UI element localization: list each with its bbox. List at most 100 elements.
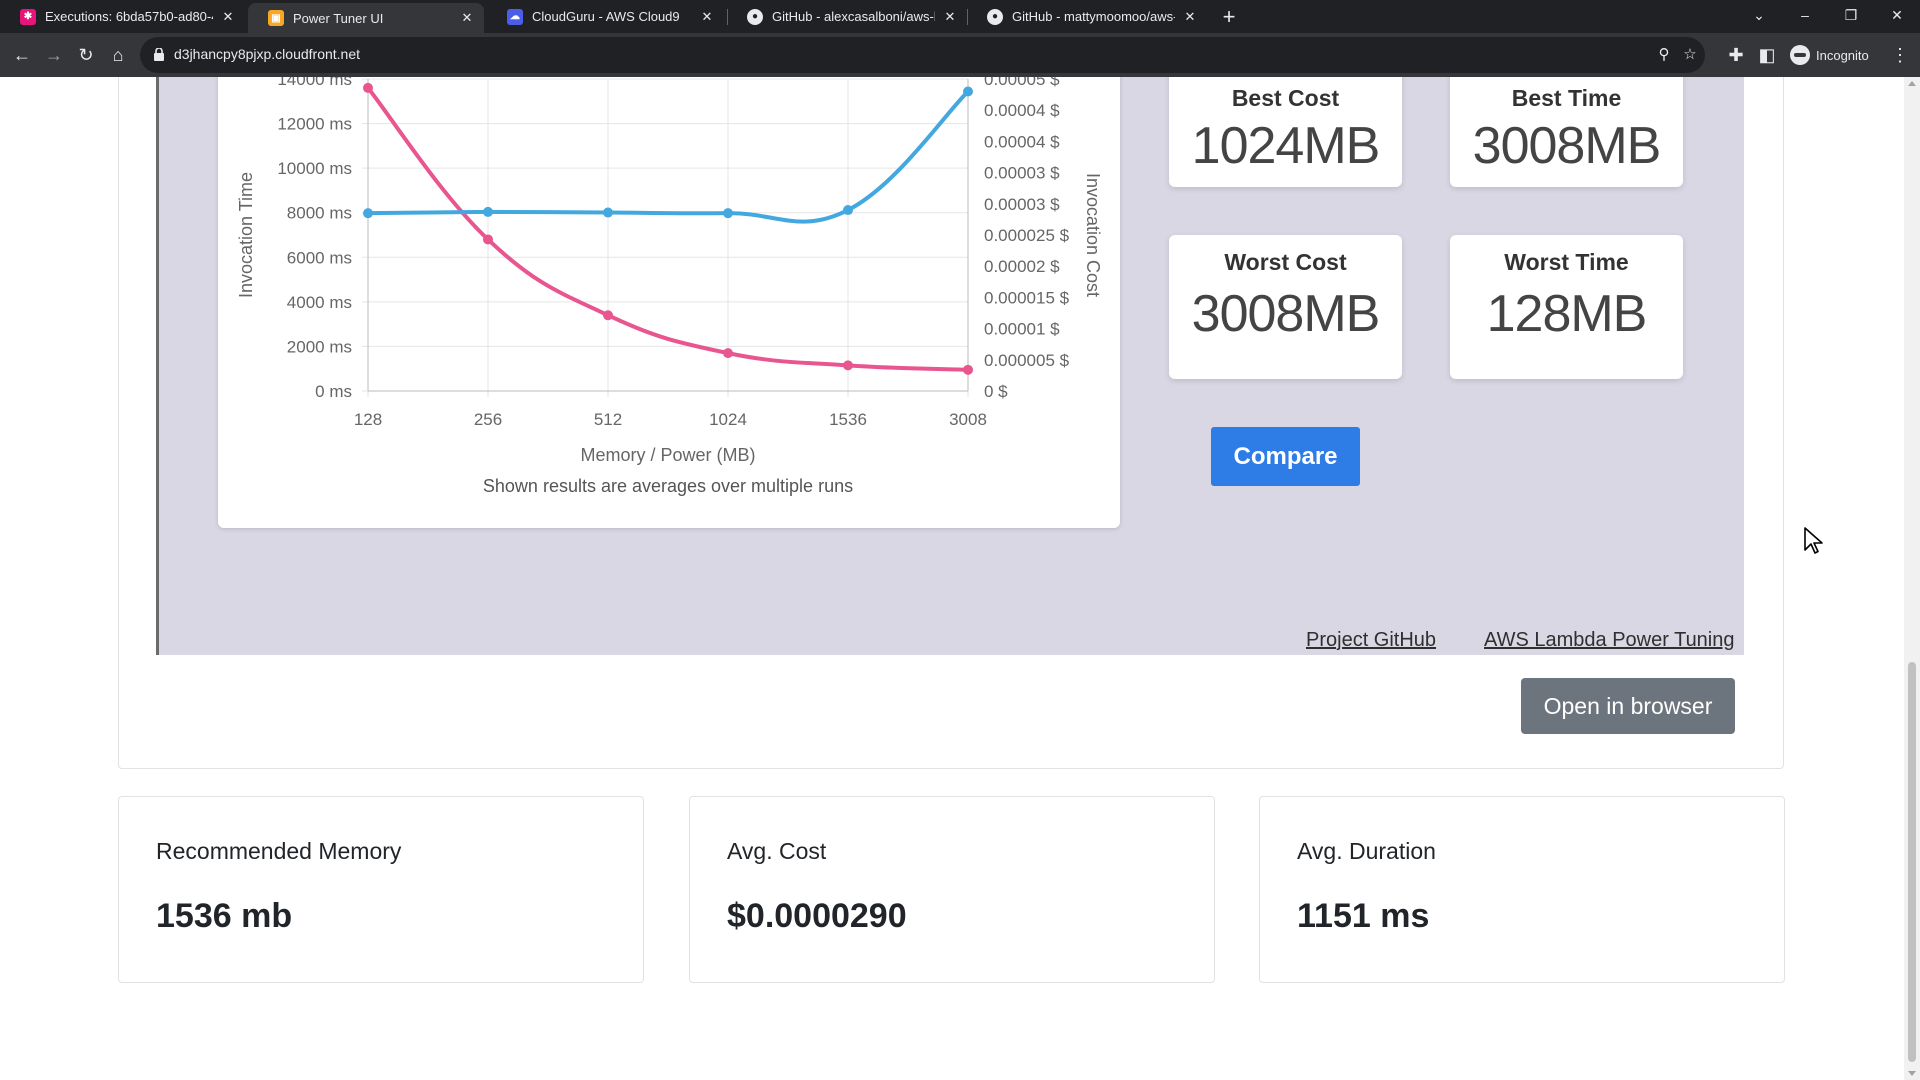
page-scrollbar[interactable] [1904, 77, 1920, 1080]
close-icon[interactable]: ✕ [461, 10, 473, 25]
window-close-icon[interactable]: ✕ [1891, 7, 1903, 23]
close-icon[interactable]: ✕ [222, 8, 234, 24]
avg-duration-label: Avg. Duration [1297, 838, 1436, 864]
url-text: d3jhancpy8pjxp.cloudfront.net [174, 46, 361, 62]
tab-cloud9[interactable]: ☁ CloudGuru - AWS Cloud9 ✕ [487, 0, 724, 33]
series-point-0 [963, 364, 973, 375]
browser-menu-icon[interactable]: ⋮ [1891, 45, 1909, 65]
zoom-icon[interactable]: ⚲ [1658, 46, 1670, 63]
extensions-icon[interactable]: ✚ [1728, 45, 1744, 65]
side-panel-icon[interactable]: ◧ [1758, 45, 1776, 65]
close-icon[interactable]: ✕ [944, 8, 956, 24]
reload-icon[interactable]: ↻ [78, 45, 94, 65]
tab-power-tuner[interactable]: ▣ Power Tuner UI ✕ [248, 3, 484, 33]
open-in-browser-button[interactable]: Open in browser [1521, 678, 1735, 734]
series-point-1 [483, 206, 493, 217]
y-left-tick-label: 10000 ms [277, 159, 352, 178]
tab-label: GitHub - alexcasalboni/aws-lamb [772, 9, 935, 24]
y-right-tick-label: 0.00003 $ [984, 164, 1060, 183]
tab-search-icon[interactable]: ⌄ [1753, 7, 1765, 23]
project-github-link[interactable]: Project GitHub [1306, 629, 1437, 651]
aws-package-icon: ▣ [268, 10, 284, 26]
x-tick-label: 1536 [829, 410, 867, 429]
series-point-1 [843, 205, 853, 216]
y-right-tick-label: 0.000005 $ [984, 351, 1070, 370]
tab-github-alexcasalboni[interactable]: ● GitHub - alexcasalboni/aws-lamb ✕ [727, 0, 967, 33]
incognito-indicator[interactable]: Incognito [1790, 40, 1869, 70]
best-cost-title: Best Cost [1231, 85, 1340, 111]
close-icon[interactable]: ✕ [1184, 8, 1196, 24]
y-left-tick-label: 14000 ms [277, 77, 352, 89]
lock-icon [154, 48, 164, 61]
y-right-tick-label: 0.00005 $ [984, 77, 1060, 89]
y-left-tick-label: 6000 ms [287, 248, 352, 267]
x-tick-label: 1024 [709, 410, 747, 429]
mouse-cursor-icon [1804, 527, 1823, 554]
new-tab-button[interactable]: + [1222, 4, 1236, 29]
aws-power-tuning-link[interactable]: AWS Lambda Power Tuning [1484, 629, 1735, 651]
series-line-1 [367, 90, 970, 224]
back-icon[interactable]: ← [13, 45, 31, 65]
forward-icon[interactable]: → [45, 45, 63, 65]
close-icon[interactable]: ✕ [701, 8, 713, 24]
scroll-down-icon[interactable] [1908, 1071, 1916, 1076]
address-bar[interactable]: d3jhancpy8pjxp.cloudfront.net ⚲ ☆ [140, 37, 1705, 73]
tab-github-mattymoomoo[interactable]: ● GitHub - mattymoomoo/aws-po ✕ [967, 0, 1207, 33]
avg-cost-label: Avg. Cost [727, 838, 827, 864]
github-icon: ● [747, 8, 763, 25]
y-right-tick-label: 0.000025 $ [984, 226, 1070, 245]
minimize-icon[interactable]: – [1801, 7, 1809, 23]
worst-cost-value: 3008MB [1191, 285, 1381, 343]
page-viewport: 14000 ms 12000 ms 10000 ms 8000 ms 6000 ms 40… [0, 77, 1904, 1080]
worst-time-title: Worst Time [1504, 249, 1629, 275]
y-left-axis-title: Invocation Time [236, 172, 256, 298]
tab-separator [727, 9, 728, 25]
series-point-0 [723, 348, 733, 359]
avg-cost-value: $0.0000290 [727, 897, 907, 935]
series-point-0 [363, 82, 373, 93]
y-left-tick-label: 2000 ms [287, 337, 352, 356]
y-right-tick-label: 0 $ [984, 382, 1008, 401]
incognito-label: Incognito [1816, 47, 1869, 63]
avg-cost-card: Avg. Cost $0.0000290 [689, 796, 1215, 983]
worst-time-card: Worst Time 128MB [1450, 235, 1683, 379]
avg-duration-value: 1151 ms [1297, 897, 1430, 935]
x-tick-label: 512 [594, 410, 622, 429]
recommended-memory-card: Recommended Memory 1536 mb [118, 796, 644, 983]
incognito-icon [1790, 45, 1810, 65]
restore-icon[interactable]: ❐ [1844, 7, 1858, 23]
x-tick-label: 256 [474, 410, 502, 429]
y-right-tick-label: 0.00004 $ [984, 101, 1060, 120]
y-right-tick-label: 0.00003 $ [984, 195, 1060, 214]
avg-duration-card: Avg. Duration 1151 ms [1259, 796, 1785, 983]
scroll-up-icon[interactable] [1908, 81, 1916, 86]
y-left-tick-label: 0 ms [315, 382, 352, 401]
tab-strip: ✱ Executions: 6bda57b0-ad80-4bfl ✕ ▣ Pow… [0, 0, 1920, 33]
x-axis-title: Memory / Power (MB) [580, 445, 755, 465]
series-point-0 [483, 234, 493, 245]
series-point-1 [723, 208, 733, 219]
worst-cost-card: Worst Cost 3008MB [1169, 235, 1402, 379]
compare-button[interactable]: Compare [1211, 427, 1360, 486]
chart-card: 14000 ms 12000 ms 10000 ms 8000 ms 6000 ms 40… [218, 77, 1120, 528]
step-functions-icon: ✱ [20, 8, 36, 25]
tab-separator [967, 9, 968, 25]
browser-toolbar: ← → ↻ ⌂ d3jhancpy8pjxp.cloudfront.net ⚲ … [0, 33, 1920, 77]
best-time-card: Best Time 3008MB [1450, 77, 1683, 187]
y-right-tick-label: 0.00002 $ [984, 257, 1060, 276]
series-point-1 [363, 208, 373, 219]
scrollbar-thumb[interactable] [1908, 662, 1916, 1062]
tab-label: CloudGuru - AWS Cloud9 [532, 9, 680, 24]
y-left-tick-label: 12000 ms [277, 115, 352, 134]
tab-label: GitHub - mattymoomoo/aws-po [1012, 9, 1175, 24]
recommended-memory-value: 1536 mb [156, 897, 293, 935]
home-icon[interactable]: ⌂ [112, 45, 124, 65]
github-icon: ● [987, 8, 1003, 25]
x-tick-label: 128 [354, 410, 382, 429]
bookmark-star-icon[interactable]: ☆ [1683, 46, 1697, 63]
tab-label: Executions: 6bda57b0-ad80-4bfl [45, 9, 213, 24]
tab-executions[interactable]: ✱ Executions: 6bda57b0-ad80-4bfl ✕ [0, 0, 245, 33]
series-line-0 [366, 86, 969, 372]
worst-time-value: 128MB [1486, 285, 1648, 343]
